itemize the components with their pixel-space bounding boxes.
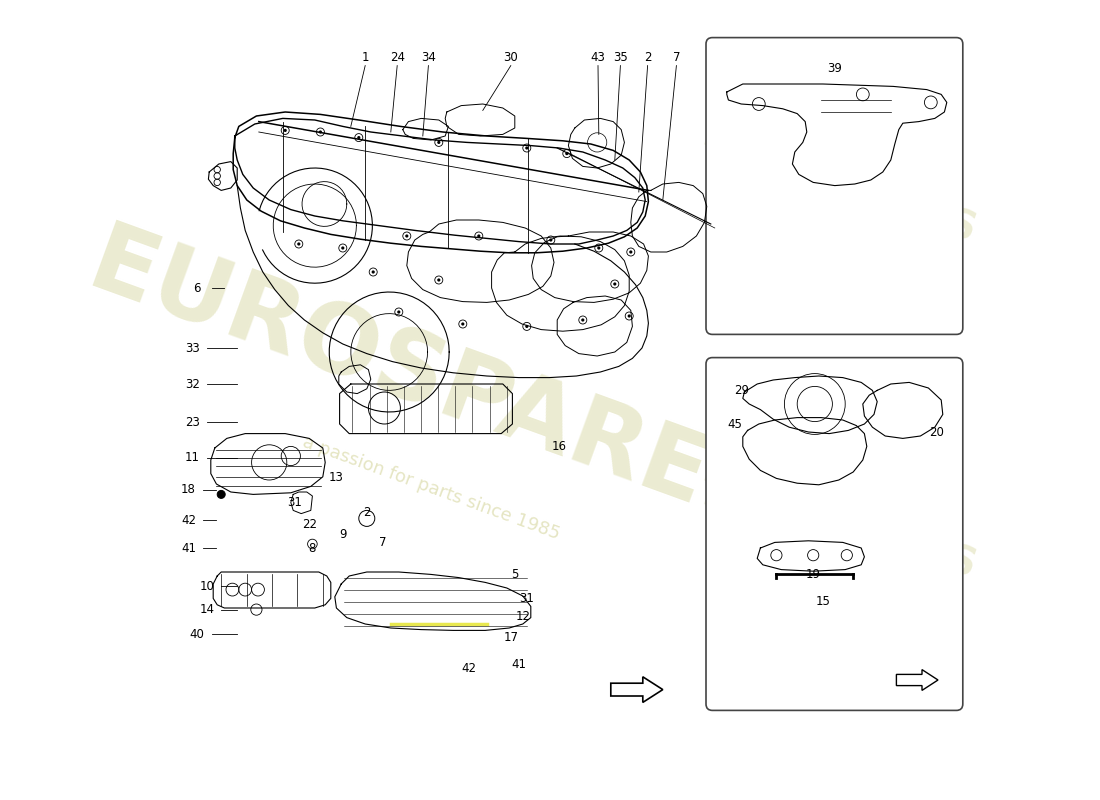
FancyBboxPatch shape xyxy=(706,358,962,710)
Text: 7: 7 xyxy=(673,51,680,64)
Text: 42: 42 xyxy=(462,662,476,674)
Circle shape xyxy=(358,136,361,139)
Text: 8: 8 xyxy=(309,542,316,554)
Text: 17: 17 xyxy=(504,631,518,644)
Text: a passion for parts since 1985: a passion for parts since 1985 xyxy=(777,549,909,603)
Text: 2: 2 xyxy=(363,506,371,518)
Text: 32: 32 xyxy=(185,378,200,390)
Text: 5: 5 xyxy=(512,568,518,581)
Text: 35: 35 xyxy=(613,51,628,64)
Circle shape xyxy=(525,146,528,150)
Text: 39: 39 xyxy=(827,62,843,74)
Circle shape xyxy=(628,314,630,318)
FancyBboxPatch shape xyxy=(706,38,962,334)
Circle shape xyxy=(372,270,375,274)
Circle shape xyxy=(341,246,344,250)
Text: 41: 41 xyxy=(180,542,196,554)
Circle shape xyxy=(437,141,440,144)
Text: a passion for parts since 1985: a passion for parts since 1985 xyxy=(777,205,909,259)
Text: 33: 33 xyxy=(185,342,200,354)
Text: 43: 43 xyxy=(591,51,605,64)
Text: 41: 41 xyxy=(512,658,526,670)
Text: 24: 24 xyxy=(389,51,405,64)
Text: EUROSPARES: EUROSPARES xyxy=(696,453,981,587)
Text: 1: 1 xyxy=(362,51,369,64)
Circle shape xyxy=(319,130,322,134)
Text: 14: 14 xyxy=(199,603,214,616)
Text: 11: 11 xyxy=(185,451,200,464)
Circle shape xyxy=(284,129,287,132)
Circle shape xyxy=(581,318,584,322)
Text: 45: 45 xyxy=(727,418,742,430)
Circle shape xyxy=(461,322,464,326)
Text: 9: 9 xyxy=(339,528,346,541)
Text: 31: 31 xyxy=(519,592,535,605)
Text: 2: 2 xyxy=(644,51,651,64)
Circle shape xyxy=(549,238,552,242)
Text: 31: 31 xyxy=(287,496,303,509)
Text: a passion for parts since 1985: a passion for parts since 1985 xyxy=(299,433,562,543)
Circle shape xyxy=(477,234,481,238)
Text: 23: 23 xyxy=(185,416,200,429)
Text: 13: 13 xyxy=(329,471,344,484)
Text: 15: 15 xyxy=(815,595,830,608)
Circle shape xyxy=(217,490,226,498)
Circle shape xyxy=(613,282,616,286)
Text: 20: 20 xyxy=(930,426,944,438)
Polygon shape xyxy=(896,670,938,690)
Text: 12: 12 xyxy=(515,610,530,622)
Circle shape xyxy=(525,325,528,328)
Text: 7: 7 xyxy=(379,536,386,549)
Text: 42: 42 xyxy=(180,514,196,526)
Text: EUROSPARES: EUROSPARES xyxy=(696,117,981,251)
Text: 10: 10 xyxy=(199,580,214,593)
Text: 16: 16 xyxy=(551,440,566,453)
Circle shape xyxy=(629,250,632,254)
Circle shape xyxy=(405,234,408,238)
Circle shape xyxy=(565,152,569,155)
Text: 22: 22 xyxy=(301,518,317,531)
Text: 18: 18 xyxy=(182,483,196,496)
Text: 6: 6 xyxy=(194,282,201,294)
Text: 30: 30 xyxy=(504,51,518,64)
Text: 29: 29 xyxy=(734,384,749,397)
Text: 40: 40 xyxy=(190,628,205,641)
Circle shape xyxy=(597,246,601,250)
Circle shape xyxy=(297,242,300,246)
Circle shape xyxy=(437,278,440,282)
Text: 19: 19 xyxy=(805,568,821,581)
Polygon shape xyxy=(610,677,663,702)
Text: EUROSPARES: EUROSPARES xyxy=(76,217,785,551)
Circle shape xyxy=(397,310,400,314)
Text: 34: 34 xyxy=(421,51,436,64)
